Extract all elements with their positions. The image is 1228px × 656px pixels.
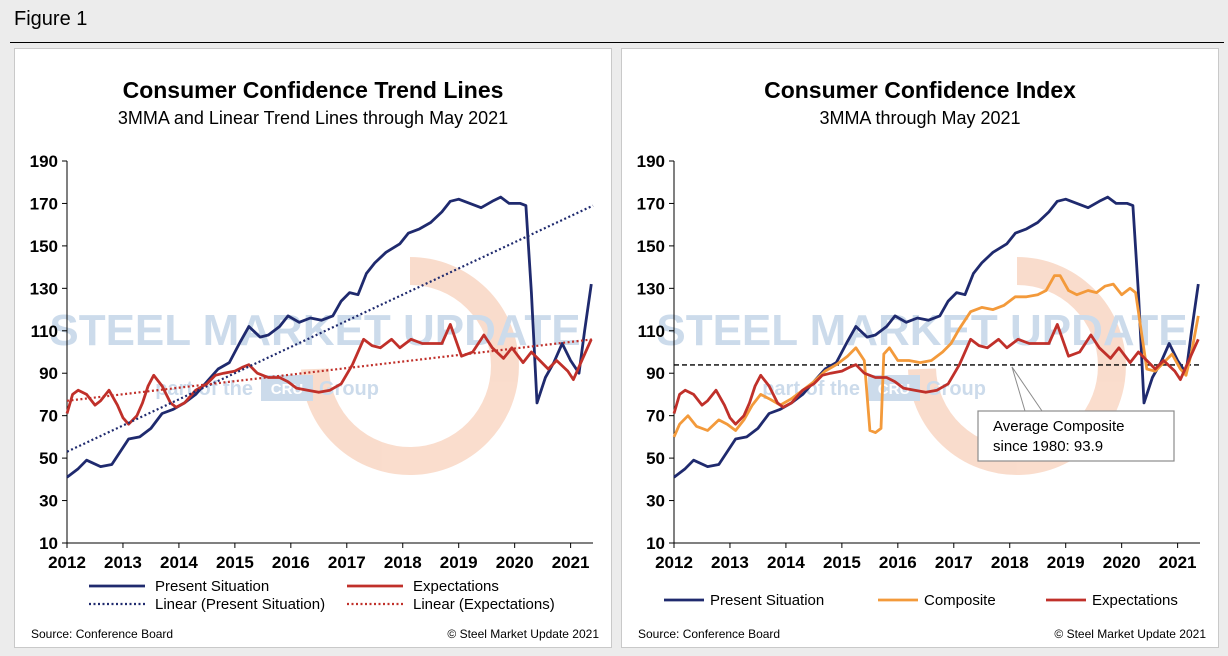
watermark: STEEL MARKET UPDATE part of the CRU Group bbox=[49, 257, 581, 475]
y-tick-label: 70 bbox=[646, 407, 665, 426]
x-tick-label: 2012 bbox=[655, 553, 693, 572]
confidence-index-chart-panel: STEEL MARKET UPDATE part of the CRU Group 10… bbox=[621, 48, 1219, 648]
legend-label-linear-expectations: Linear (Expectations) bbox=[413, 596, 555, 613]
watermark-brand: STEEL MARKET UPDATE bbox=[49, 306, 580, 355]
x-tick-label: 2014 bbox=[160, 553, 198, 572]
y-tick-label: 190 bbox=[637, 152, 665, 171]
x-tick-label: 2012 bbox=[48, 553, 86, 572]
x-tick-label: 2020 bbox=[1103, 553, 1141, 572]
series-line-present-situation bbox=[673, 195, 1200, 479]
y-tick-label: 70 bbox=[39, 407, 58, 426]
series-line-expectations bbox=[65, 323, 593, 426]
trend-lines-chart: STEEL MARKET UPDATE part of the CRU Group 10… bbox=[30, 152, 594, 613]
x-tick-label: 2016 bbox=[879, 553, 917, 572]
y-tick-label: 130 bbox=[637, 279, 665, 298]
watermark-swoosh bbox=[301, 257, 519, 475]
y-tick-label: 30 bbox=[646, 492, 665, 511]
y-tick-label: 150 bbox=[637, 237, 665, 256]
watermark-tagline: part of the bbox=[762, 378, 860, 400]
trend-lines-chart-panel: STEEL MARKET UPDATE part of the CRU Group 10… bbox=[14, 48, 612, 648]
average-composite-label: Average Composite bbox=[993, 418, 1124, 435]
y-tick-label: 90 bbox=[646, 364, 665, 383]
x-tick-label: 2019 bbox=[440, 553, 478, 572]
y-tick-label: 150 bbox=[30, 237, 58, 256]
x-tick-label: 2014 bbox=[767, 553, 805, 572]
x-tick-label: 2018 bbox=[991, 553, 1029, 572]
figure-divider bbox=[10, 42, 1224, 43]
x-tick-label: 2015 bbox=[216, 553, 254, 572]
x-tick-label: 2017 bbox=[935, 553, 973, 572]
x-tick-label: 2013 bbox=[104, 553, 142, 572]
average-composite-label: since 1980: 93.9 bbox=[993, 438, 1103, 455]
x-tick-label: 2020 bbox=[496, 553, 534, 572]
y-tick-label: 10 bbox=[39, 534, 58, 553]
legend-label-expectations: Expectations bbox=[1092, 592, 1178, 609]
y-tick-label: 90 bbox=[39, 364, 58, 383]
watermark-group-mark: CRU bbox=[271, 381, 304, 398]
x-tick-label: 2019 bbox=[1047, 553, 1085, 572]
watermark-group: Group bbox=[319, 378, 379, 400]
series-line-expectations bbox=[672, 323, 1200, 426]
y-tick-label: 110 bbox=[31, 322, 58, 341]
legend-label-present-situation: Present Situation bbox=[155, 578, 269, 595]
y-tick-label: 130 bbox=[30, 279, 58, 298]
series-line-linear-expectations bbox=[66, 338, 594, 402]
watermark-group: Group bbox=[926, 378, 986, 400]
x-tick-label: 2015 bbox=[823, 553, 861, 572]
watermark-brand: STEEL MARKET UPDATE bbox=[656, 306, 1187, 355]
series-line-composite bbox=[672, 274, 1200, 438]
series-line-present-situation bbox=[66, 195, 593, 479]
y-tick-label: 50 bbox=[646, 449, 665, 468]
y-tick-label: 50 bbox=[39, 449, 58, 468]
legend-label-expectations: Expectations bbox=[413, 578, 499, 595]
chart-subtitle: 3MMA through May 2021 bbox=[819, 108, 1021, 128]
legend-label-composite: Composite bbox=[924, 592, 996, 609]
figure-label: Figure 1 bbox=[14, 8, 88, 30]
chart-copyright: © Steel Market Update 2021 bbox=[1054, 627, 1206, 641]
x-tick-label: 2018 bbox=[384, 553, 422, 572]
average-composite-callout bbox=[977, 410, 1175, 462]
legend-label-linear-present-situation: Linear (Present Situation) bbox=[155, 596, 325, 613]
y-tick-label: 170 bbox=[637, 194, 665, 213]
y-tick-label: 170 bbox=[30, 194, 58, 213]
callout-pointer bbox=[1011, 366, 1043, 412]
x-tick-label: 2017 bbox=[328, 553, 366, 572]
chart-subtitle: 3MMA and Linear Trend Lines through May … bbox=[117, 108, 509, 128]
chart-source: Source: Conference Board bbox=[638, 627, 781, 641]
legend-label-present-situation: Present Situation bbox=[710, 592, 824, 609]
y-tick-label: 10 bbox=[646, 534, 665, 553]
watermark-tagline: part of the bbox=[155, 378, 253, 400]
y-tick-label: 30 bbox=[39, 492, 58, 511]
y-tick-label: 190 bbox=[30, 152, 58, 171]
x-tick-label: 2021 bbox=[552, 553, 590, 572]
chart-title: Consumer Confidence Index bbox=[764, 77, 1076, 103]
x-tick-label: 2016 bbox=[272, 553, 310, 572]
confidence-index-chart: STEEL MARKET UPDATE part of the CRU Group 10… bbox=[637, 152, 1200, 609]
chart-source: Source: Conference Board bbox=[31, 627, 174, 641]
chart-copyright: © Steel Market Update 2021 bbox=[447, 627, 599, 641]
chart-title: Consumer Confidence Trend Lines bbox=[122, 77, 504, 103]
x-tick-label: 2013 bbox=[711, 553, 749, 572]
x-tick-label: 2021 bbox=[1159, 553, 1197, 572]
watermark-group-mark-box bbox=[261, 375, 313, 401]
y-tick-label: 110 bbox=[638, 322, 665, 341]
watermark-group-mark-box bbox=[868, 375, 920, 401]
watermark-group-mark: CRU bbox=[878, 381, 911, 398]
